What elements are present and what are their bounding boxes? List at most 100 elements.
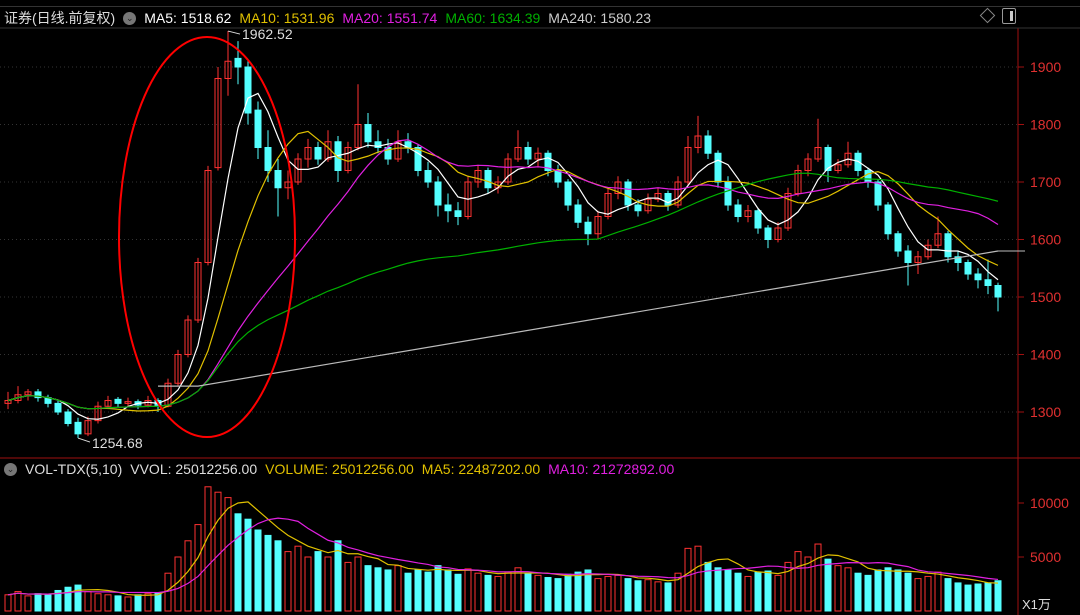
candle-up	[224, 60, 232, 79]
candle-up	[534, 152, 542, 160]
volume-bar	[354, 556, 362, 612]
candle-down	[244, 66, 252, 114]
volume-bar	[864, 574, 872, 612]
volume-bar	[594, 578, 602, 612]
candle-up	[834, 164, 842, 171]
volume-tick-label: 10000	[1030, 495, 1069, 511]
candle-down	[754, 210, 762, 229]
volume-bar	[14, 591, 22, 612]
candle-up	[24, 391, 32, 396]
candle-up	[804, 158, 812, 171]
low-marker-arrow	[77, 437, 91, 443]
volume-legend: VOLUME: 25012256.00	[265, 461, 414, 477]
volume-bar	[754, 571, 762, 612]
volume-bar	[54, 589, 62, 612]
volume-bar	[764, 570, 772, 612]
volume-bar	[624, 578, 632, 612]
volume-bar	[424, 571, 432, 612]
top-tab-strip	[0, 0, 1080, 7]
high-price-label: 1962.52	[242, 26, 293, 42]
candle-down	[234, 57, 242, 68]
candle-down	[74, 421, 82, 435]
volume-bar	[644, 579, 652, 612]
volume-bar	[974, 583, 982, 612]
volume-bar	[604, 575, 612, 612]
volume-bar	[34, 593, 42, 612]
high-marker-arrow	[227, 30, 241, 35]
vol-ma10-legend: MA10: 21272892.00	[548, 461, 675, 477]
candle-down	[714, 152, 722, 183]
price-tick-label: 1600	[1030, 232, 1061, 248]
candle-up	[784, 193, 792, 229]
volume-bar	[964, 584, 972, 612]
volume-bar	[314, 551, 322, 612]
candle-up	[654, 193, 662, 200]
candle-up	[464, 181, 472, 217]
candle-down	[964, 262, 972, 275]
candle-down	[374, 141, 382, 148]
volume-bar	[674, 572, 682, 612]
candle-up	[344, 147, 352, 171]
candle-down	[314, 147, 322, 160]
candle-down	[414, 147, 422, 171]
volume-bar	[384, 569, 392, 612]
candle-down	[444, 204, 452, 212]
collapse-toggle-icon[interactable]: ⌄	[123, 11, 137, 25]
ma10-line	[7, 130, 999, 412]
candle-down	[984, 279, 992, 286]
volume-bar	[364, 565, 372, 612]
candle-down	[34, 391, 42, 399]
volume-bar	[874, 569, 882, 612]
candle-up	[504, 158, 512, 183]
volume-bar	[514, 567, 522, 612]
vol-ma5-legend: MA5: 22487202.00	[421, 461, 541, 477]
ma20-legend: MA20: 1551.74	[342, 10, 438, 26]
candle-down	[724, 181, 732, 206]
volume-bar	[104, 594, 112, 612]
candle-down	[114, 398, 122, 404]
candle-up	[294, 158, 302, 183]
price-tick-label: 1400	[1030, 347, 1061, 363]
chart-title: 证券(日线.前复权)	[4, 10, 116, 26]
volume-bar	[654, 581, 662, 612]
candle-down	[524, 147, 532, 160]
volume-bar	[304, 556, 312, 612]
volume-bar	[854, 572, 862, 612]
volume-bar	[914, 578, 922, 612]
volume-tick-label: 5000	[1030, 549, 1061, 565]
volume-collapse-toggle-icon[interactable]: ⌄	[4, 462, 17, 476]
ma240-line	[158, 250, 999, 387]
candle-up	[94, 405, 102, 422]
ma20-line	[7, 139, 999, 410]
volume-bar	[994, 580, 1002, 612]
volume-bar	[264, 534, 272, 612]
volume-bar	[254, 529, 262, 612]
price-tick-label: 1800	[1030, 117, 1061, 133]
volume-bar	[714, 567, 722, 612]
candle-down	[584, 221, 592, 235]
volume-bar	[144, 593, 152, 612]
candle-down	[904, 250, 912, 263]
volume-bar	[724, 569, 732, 612]
volume-bar	[614, 574, 622, 612]
volume-bar	[824, 558, 832, 612]
panel-toggle-icon[interactable]	[1002, 8, 1016, 24]
candle-up	[774, 227, 782, 240]
candle-up	[124, 401, 132, 404]
candle-up	[84, 420, 92, 435]
candle-up	[914, 256, 922, 263]
volume-bar	[784, 561, 792, 612]
candle-up	[194, 262, 202, 321]
candle-down	[874, 181, 882, 206]
price-tick-label: 1700	[1030, 174, 1061, 190]
low-price-label: 1254.68	[92, 435, 143, 451]
volume-bar	[244, 518, 252, 612]
volume-bar	[494, 575, 502, 612]
candle-down	[664, 193, 672, 206]
candle-down	[254, 109, 262, 148]
candle-down	[484, 170, 492, 189]
candle-up	[604, 193, 612, 217]
volume-ma10-line	[7, 517, 999, 596]
volume-header: ⌄ VOL-TDX(5,10) VVOL: 25012256.00 VOLUME…	[4, 461, 674, 477]
